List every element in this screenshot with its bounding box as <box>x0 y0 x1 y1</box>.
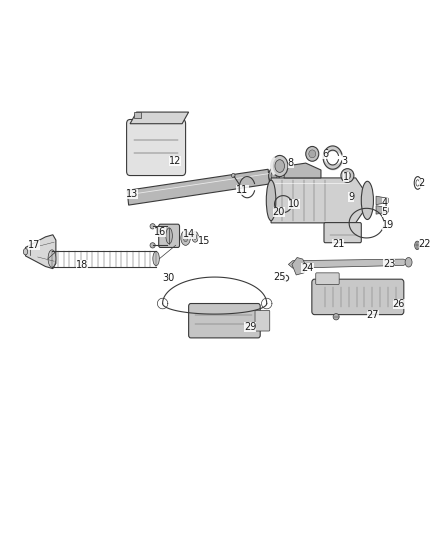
Polygon shape <box>292 257 306 275</box>
Text: 4: 4 <box>381 198 388 208</box>
Text: 6: 6 <box>322 149 328 159</box>
Polygon shape <box>130 112 189 124</box>
Text: 2: 2 <box>419 179 425 189</box>
Text: 26: 26 <box>392 298 405 309</box>
Ellipse shape <box>405 257 412 267</box>
Ellipse shape <box>266 180 276 221</box>
Text: 16: 16 <box>154 227 166 237</box>
Text: 25: 25 <box>274 272 286 282</box>
Ellipse shape <box>268 167 279 183</box>
Text: 23: 23 <box>383 259 396 269</box>
Text: 30: 30 <box>162 273 175 283</box>
Text: 20: 20 <box>273 207 285 217</box>
Ellipse shape <box>153 252 159 266</box>
Polygon shape <box>376 196 388 205</box>
Text: 10: 10 <box>288 199 300 209</box>
FancyBboxPatch shape <box>312 279 404 314</box>
FancyBboxPatch shape <box>316 273 339 285</box>
FancyBboxPatch shape <box>159 224 180 247</box>
Polygon shape <box>376 206 388 214</box>
Ellipse shape <box>361 181 374 220</box>
Ellipse shape <box>181 231 191 245</box>
FancyBboxPatch shape <box>127 119 186 175</box>
Text: 24: 24 <box>301 263 314 273</box>
Ellipse shape <box>275 208 285 214</box>
Ellipse shape <box>306 147 319 161</box>
Ellipse shape <box>150 224 155 229</box>
Text: 18: 18 <box>76 261 88 270</box>
Text: 1: 1 <box>343 172 349 182</box>
Text: 9: 9 <box>348 192 354 201</box>
Ellipse shape <box>415 241 420 249</box>
Polygon shape <box>288 259 410 268</box>
Polygon shape <box>25 235 56 269</box>
Ellipse shape <box>333 313 339 320</box>
Ellipse shape <box>150 243 155 248</box>
Ellipse shape <box>184 234 188 241</box>
Text: 29: 29 <box>244 322 256 332</box>
Polygon shape <box>271 178 371 223</box>
Text: 17: 17 <box>28 240 40 251</box>
Ellipse shape <box>309 150 316 158</box>
Ellipse shape <box>48 250 56 267</box>
FancyBboxPatch shape <box>255 310 270 331</box>
Ellipse shape <box>271 171 277 180</box>
FancyBboxPatch shape <box>324 223 361 243</box>
Ellipse shape <box>166 228 173 244</box>
Text: 13: 13 <box>126 189 138 198</box>
Text: 5: 5 <box>381 207 388 217</box>
Polygon shape <box>284 163 321 178</box>
Ellipse shape <box>192 232 198 242</box>
Text: 11: 11 <box>237 185 249 195</box>
Ellipse shape <box>194 234 197 239</box>
FancyBboxPatch shape <box>189 303 260 338</box>
Text: 27: 27 <box>367 310 379 320</box>
Ellipse shape <box>275 160 285 172</box>
Ellipse shape <box>347 192 351 199</box>
Text: 19: 19 <box>381 220 394 230</box>
Text: 21: 21 <box>332 239 344 249</box>
Ellipse shape <box>271 205 274 208</box>
Ellipse shape <box>272 156 288 176</box>
Ellipse shape <box>341 168 354 182</box>
Polygon shape <box>134 112 141 118</box>
Text: 3: 3 <box>342 156 348 166</box>
Text: 15: 15 <box>198 236 210 246</box>
Polygon shape <box>127 169 270 205</box>
Ellipse shape <box>344 172 351 179</box>
Text: 14: 14 <box>184 229 196 239</box>
Text: 12: 12 <box>169 156 181 166</box>
Text: 22: 22 <box>419 239 431 249</box>
Text: 8: 8 <box>287 158 293 168</box>
Ellipse shape <box>23 248 28 255</box>
Ellipse shape <box>232 173 235 177</box>
